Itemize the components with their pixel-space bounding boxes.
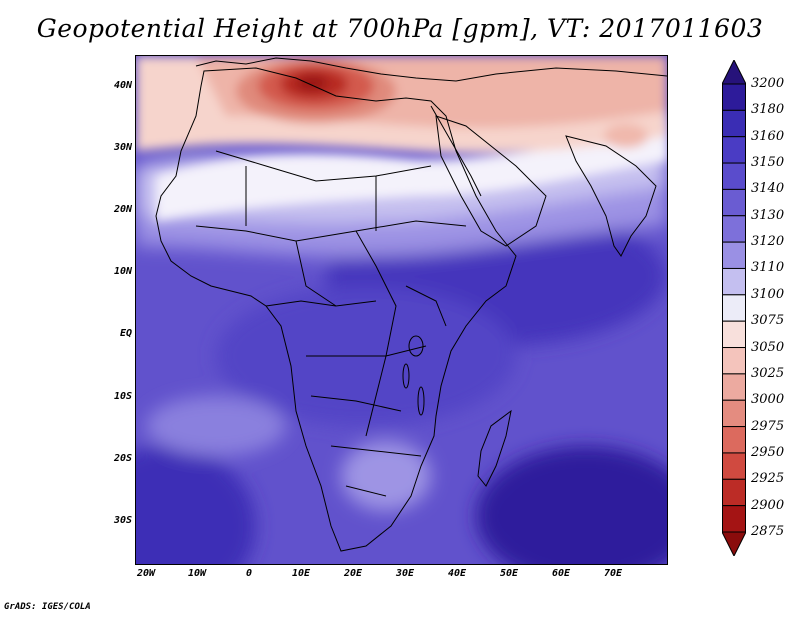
field-low-se [476,446,667,564]
colorbar-label: 3130 [751,207,785,223]
footer-credit: GrADS: IGES/COLA [4,602,91,612]
lon-label-10e: 10E [291,568,311,579]
field-light-atlantic [146,396,286,456]
colorbar-box [722,267,746,296]
colorbar-label: 3025 [751,365,785,381]
lat-label-eq: EQ [119,328,132,339]
colorbar-label: 3100 [751,286,785,302]
colorbar-box [722,373,746,401]
colorbar-box [722,320,746,349]
coastline [155,57,667,552]
lon-label-30e: 30E [395,568,415,579]
colorbar-label: 3180 [751,102,785,118]
colorbar-label: 3050 [751,339,785,355]
lon-label-0: 0 [245,568,253,579]
colorbar-label: 3200 [751,76,785,91]
colorbar-label: 3140 [751,181,785,197]
colorbar-label: 2975 [751,418,785,434]
colorbar-box [722,294,746,322]
colorbar-cap-top [722,60,746,85]
colorbar-box [722,426,746,454]
colorbar-label: 3150 [751,155,785,171]
lon-label-60e: 60E [551,568,571,579]
colorbar-label: 3110 [751,260,785,276]
lat-label-10n: 10N [113,266,132,277]
chart-title: Geopotential Height at 700hPa [gpm], VT:… [36,14,764,43]
lat-label-30s: 30S [113,515,132,526]
colorbar-box [722,347,746,375]
colorbar-label: 2875 [751,524,785,539]
colorbar-box [722,399,746,428]
lon-label-40e: 40E [447,568,467,579]
lat-label-20s: 20S [113,453,132,464]
colorbar-box [722,109,746,138]
lat-label-40n: 40N [113,80,132,91]
colorbar-box [722,478,746,507]
map-panel [135,55,668,565]
colorbar-label: 3000 [751,392,785,408]
colorbar-box [722,452,746,480]
lat-label-20n: 20N [113,204,132,215]
field-light-south [341,441,431,511]
colorbar-label: 2900 [751,497,785,513]
colorbar-box [722,188,746,217]
lon-label-70e: 70E [603,568,623,579]
colorbar-label: 3075 [751,313,785,329]
colorbar-box [722,241,746,269]
colorbar-cap-bottom [722,531,746,556]
lon-label-50e: 50E [499,568,519,579]
colorbar-box [722,83,746,111]
colorbar-box [722,162,746,190]
colorbar-label: 3160 [751,128,785,144]
lon-label-20e: 20E [343,568,363,579]
lat-label-10s: 10S [113,391,132,402]
colorbar-label: 2950 [751,444,785,460]
colorbar-label: 2925 [751,471,785,487]
lon-label-10w: 10W [187,568,207,579]
geopotential-field-map [136,56,667,564]
colorbar-box [722,215,746,243]
field-low-sw [136,446,256,564]
colorbar-box [722,136,746,164]
lon-label-20w: 20W [136,568,156,579]
colorbar-box [722,505,746,533]
lat-label-30n: 30N [113,142,132,153]
colorbar [722,60,746,556]
colorbar-label: 3120 [751,234,785,250]
